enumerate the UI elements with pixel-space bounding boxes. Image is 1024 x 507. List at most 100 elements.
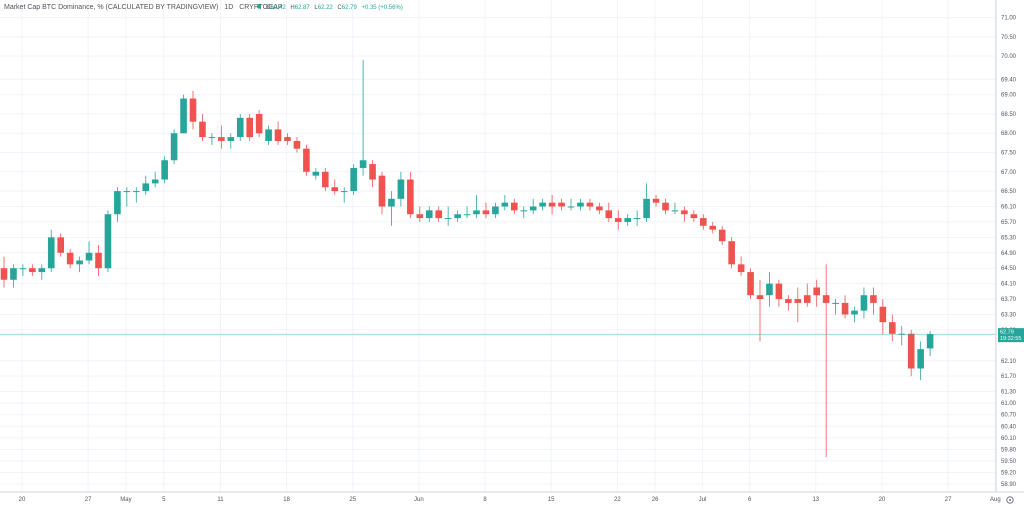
price-axis[interactable]: 71.00 70.50 70.00 69.40 69.00 68.50 68.00 67.50…: [1001, 16, 1017, 489]
candle: [700, 214, 707, 230]
legend-source: CRYPTOCAP: [239, 4, 283, 11]
x-tick-label: 25: [349, 497, 356, 503]
candle-body: [889, 322, 896, 334]
candle-body: [312, 171, 320, 176]
candle: [425, 206, 433, 222]
candle-body: [416, 214, 424, 219]
candle: [492, 202, 499, 219]
candle-body: [643, 198, 650, 219]
y-tick-label: 70.00: [1001, 54, 1017, 60]
candle-body: [681, 210, 688, 215]
candle-body: [170, 133, 178, 161]
ohlc-close-label: C: [337, 5, 342, 11]
y-tick-label: 61.30: [1001, 390, 1017, 396]
candle-body: [388, 198, 395, 207]
candle: [274, 121, 282, 145]
y-tick-label: 66.10: [1001, 205, 1017, 211]
x-tick-label: 27: [945, 497, 952, 503]
candle: [170, 129, 178, 165]
candle: [690, 210, 698, 222]
ohlc-low-label: L: [314, 5, 318, 11]
candle: [236, 113, 244, 141]
candle: [397, 171, 405, 207]
candle: [577, 198, 584, 211]
candle-body: [10, 268, 17, 280]
candle-body: [473, 210, 480, 215]
candle-body: [407, 179, 414, 215]
grid: [0, 0, 996, 492]
y-tick-label: 60.40: [1001, 424, 1017, 430]
candle: [359, 59, 367, 176]
settings-gear-icon[interactable]: [1006, 496, 1014, 504]
y-tick-label: 66.50: [1001, 189, 1017, 195]
status-dot-icon: [256, 4, 262, 9]
candle: [246, 113, 253, 141]
candle-body: [180, 98, 187, 134]
candle: [104, 210, 112, 273]
candle-body: [246, 117, 253, 138]
y-tick-label: 63.70: [1001, 297, 1017, 303]
y-tick-label: 65.30: [1001, 235, 1017, 241]
candle: [529, 198, 537, 215]
y-tick-label: 58.90: [1001, 482, 1017, 488]
candle-body: [860, 295, 868, 311]
candle-body: [614, 218, 622, 222]
candle: [322, 167, 329, 192]
candle: [870, 287, 877, 315]
candle: [596, 202, 603, 215]
time-axis[interactable]: 20 27 May 5 11 18 25 Jun 8 15 22 26 Jul 6 13 20 27 Aug: [19, 497, 1001, 503]
candle: [737, 256, 745, 276]
candle: [841, 295, 849, 319]
candle: [407, 171, 414, 219]
candle: [520, 206, 528, 219]
candle-body: [397, 179, 405, 199]
candle: [142, 175, 150, 195]
y-tick-label: 62.10: [1001, 359, 1017, 365]
candle-body: [529, 206, 537, 211]
candle-body: [501, 202, 509, 207]
candle-body: [151, 179, 159, 184]
x-tick-label: Jul: [699, 497, 707, 503]
candle: [728, 237, 735, 269]
candle-body: [907, 333, 915, 369]
candle: [161, 156, 168, 184]
candle: [303, 144, 310, 176]
candle-body: [548, 202, 556, 207]
candle: [851, 306, 858, 323]
candle-body: [794, 299, 802, 303]
ohlc-high: 62.87: [295, 5, 311, 11]
candle-body: [567, 206, 575, 208]
candle-body: [652, 198, 660, 203]
legend-interval: 1D: [224, 4, 233, 11]
candle: [586, 198, 594, 211]
candle: [435, 206, 442, 222]
candle: [454, 210, 461, 222]
candle: [652, 194, 660, 207]
candle: [567, 198, 575, 211]
y-tick-label: 68.00: [1001, 131, 1017, 137]
candle-body: [813, 287, 820, 296]
candle: [558, 198, 565, 211]
candle-body: [284, 137, 291, 141]
ohlc-open: 62.42: [271, 5, 287, 11]
candle: [662, 198, 669, 215]
candle-body: [671, 210, 679, 212]
candle-body: [766, 283, 773, 296]
candle-body: [369, 164, 376, 180]
candle: [614, 210, 622, 230]
legend: Market Cap BTC Dominance, % (CALCULATED …: [4, 4, 403, 11]
candle-body: [463, 214, 471, 216]
candle-body: [189, 98, 197, 122]
candle-body: [114, 191, 121, 215]
candle-body: [359, 160, 367, 168]
candle: [879, 299, 887, 334]
candle-body: [350, 167, 357, 192]
candle-body: [19, 268, 27, 270]
candle-body: [322, 171, 329, 188]
candle: [331, 179, 339, 195]
x-tick-label: 13: [812, 497, 819, 503]
candle: [633, 210, 641, 226]
y-tick-label: 63.30: [1001, 312, 1017, 318]
